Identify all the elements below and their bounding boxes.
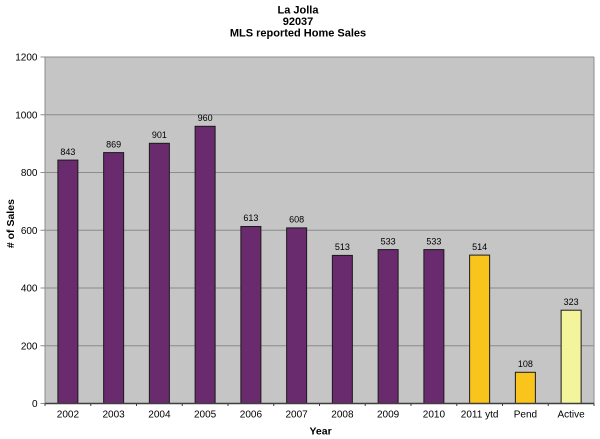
svg-text:# of Sales: # of Sales xyxy=(5,199,17,248)
svg-text:2005: 2005 xyxy=(194,410,217,421)
svg-text:Active: Active xyxy=(557,410,585,421)
svg-text:0: 0 xyxy=(32,399,38,410)
svg-text:92037: 92037 xyxy=(283,16,314,28)
svg-text:1200: 1200 xyxy=(15,53,38,64)
svg-text:533: 533 xyxy=(426,236,441,246)
svg-text:200: 200 xyxy=(21,341,38,352)
svg-text:513: 513 xyxy=(335,242,350,252)
svg-text:MLS reported Home Sales: MLS reported Home Sales xyxy=(230,27,366,39)
svg-text:600: 600 xyxy=(21,226,38,237)
svg-text:901: 901 xyxy=(152,130,167,140)
svg-text:2010: 2010 xyxy=(423,410,446,421)
svg-text:Pend: Pend xyxy=(514,410,537,421)
svg-text:2007: 2007 xyxy=(285,410,308,421)
svg-text:400: 400 xyxy=(21,284,38,295)
svg-text:2004: 2004 xyxy=(148,410,171,421)
svg-text:2011 ytd: 2011 ytd xyxy=(461,410,499,421)
svg-text:2008: 2008 xyxy=(331,410,354,421)
svg-text:Year: Year xyxy=(309,425,331,437)
svg-text:869: 869 xyxy=(106,139,121,149)
svg-text:514: 514 xyxy=(472,242,487,252)
svg-text:843: 843 xyxy=(60,147,75,157)
svg-text:960: 960 xyxy=(198,113,213,123)
svg-text:108: 108 xyxy=(518,359,533,369)
svg-text:533: 533 xyxy=(381,236,396,246)
svg-text:2009: 2009 xyxy=(377,410,400,421)
svg-text:2006: 2006 xyxy=(240,410,263,421)
svg-text:608: 608 xyxy=(289,215,304,225)
svg-text:2002: 2002 xyxy=(57,410,80,421)
svg-text:613: 613 xyxy=(243,213,258,223)
svg-text:800: 800 xyxy=(21,168,38,179)
svg-text:2003: 2003 xyxy=(102,410,125,421)
svg-text:323: 323 xyxy=(564,297,579,307)
svg-text:1000: 1000 xyxy=(15,110,38,121)
svg-text:La Jolla: La Jolla xyxy=(278,5,320,17)
